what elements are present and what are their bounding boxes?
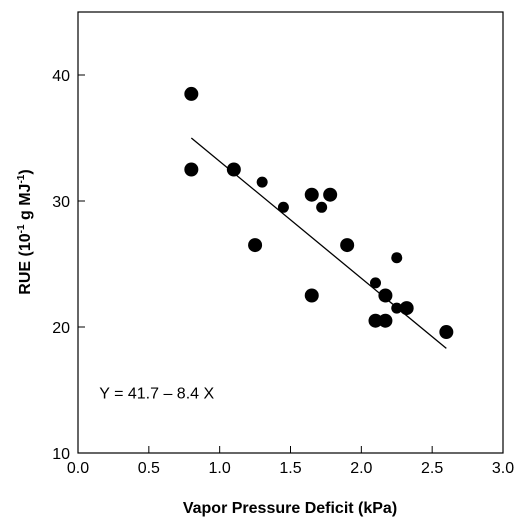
x-tick-label: 2.0 (350, 460, 372, 477)
y-title-end: ) (17, 169, 34, 174)
data-point (256, 176, 268, 188)
x-axis-title: Vapor Pressure Deficit (kPa) (183, 500, 397, 517)
x-tick-label: 2.5 (421, 460, 443, 477)
data-point (184, 86, 199, 101)
y-title-exp1: -1 (16, 224, 27, 233)
data-point (439, 325, 454, 340)
data-point (226, 162, 241, 177)
data-point (378, 313, 393, 328)
data-point (316, 201, 328, 213)
y-title-mid: g MJ (17, 184, 34, 225)
data-point (184, 162, 199, 177)
regression-equation: Y = 41.7 – 8.4 X (99, 386, 214, 403)
y-tick-label: 10 (52, 446, 70, 463)
data-point (391, 302, 403, 314)
y-tick-label: 20 (52, 320, 70, 337)
data-point (370, 277, 381, 289)
y-title-main: RUE (10 (17, 233, 34, 294)
data-point (304, 187, 319, 202)
x-tick-label: 1.5 (279, 460, 301, 477)
x-axis: 0.0 0.5 1.0 1.5 2.0 2.5 3.0 (67, 446, 514, 477)
y-axis: 10 20 30 40 (52, 68, 85, 463)
data-point (368, 313, 383, 328)
data-point (304, 288, 319, 303)
data-point (248, 238, 263, 253)
data-point (277, 201, 289, 213)
y-tick-label: 40 (52, 68, 70, 85)
x-tick-label: 3.0 (492, 460, 514, 477)
y-tick-label: 30 (52, 194, 70, 211)
y-axis-title: RUE (10-1 g MJ-1) (16, 169, 34, 294)
data-points (184, 86, 454, 340)
data-point (340, 238, 355, 253)
y-title-exp2: -1 (16, 174, 27, 183)
data-point (378, 288, 393, 303)
data-point (391, 252, 403, 264)
data-point (399, 301, 414, 316)
x-tick-label: 0.5 (138, 460, 160, 477)
x-tick-label: 1.0 (209, 460, 231, 477)
x-tick-label: 0.0 (67, 460, 89, 477)
data-point (323, 187, 338, 202)
